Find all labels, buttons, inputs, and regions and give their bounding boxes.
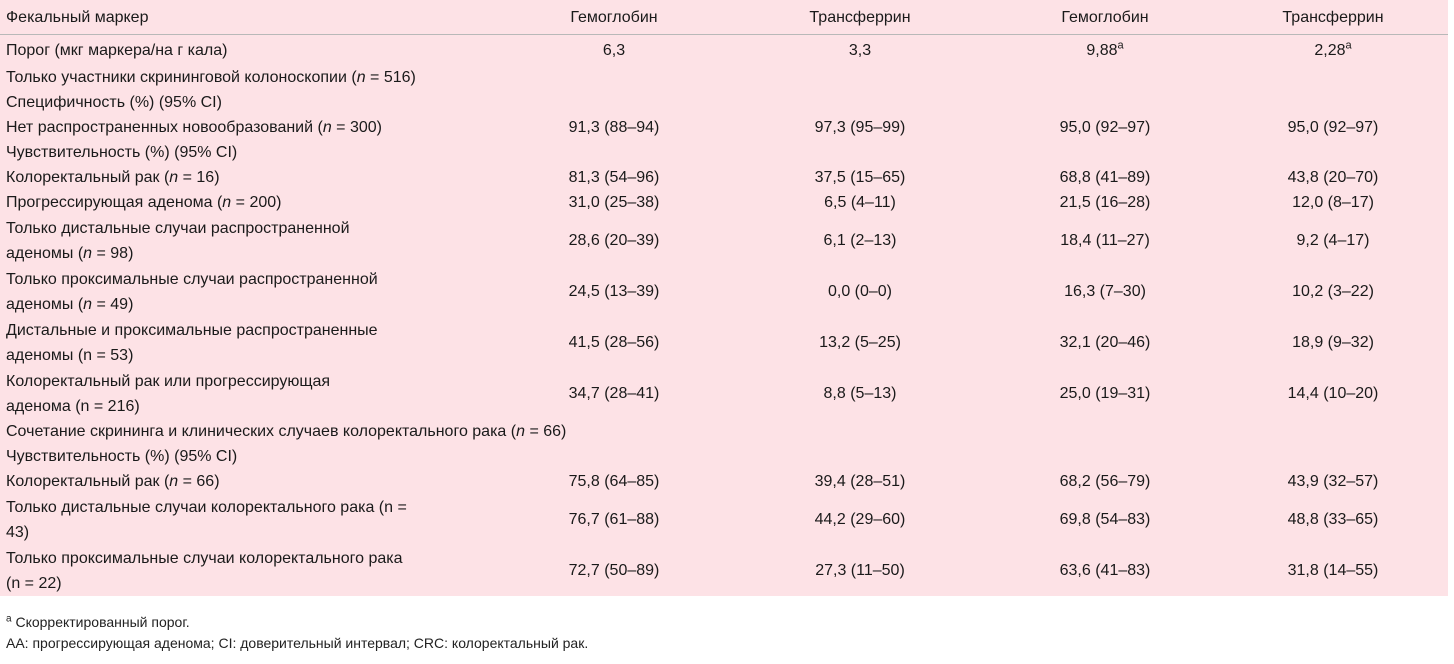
cell-value: 28,6 (20–39) [568, 232, 660, 249]
footnote-marker: a [1117, 39, 1124, 52]
subsection-title: Специфичность (%) (95% CI) [6, 94, 222, 111]
cell-value: 95,0 (92–97) [1287, 119, 1379, 136]
subsection-row: Специфичность (%) (95% CI) [0, 90, 1448, 115]
cell-value: 72,7 (50–89) [568, 562, 660, 579]
cell-value: 18,9 (9–32) [1292, 334, 1374, 351]
cell-value: 91,3 (88–94) [568, 119, 660, 136]
cell-value: 25,0 (19–31) [1059, 385, 1151, 402]
cell-value: 24,5 (13–39) [568, 283, 660, 300]
row-label: Колоректальный рак или прогрессирующая ад… [6, 372, 331, 415]
table-row: Колоректальный рак (n = 66) 75,8 (64–85)… [0, 469, 1448, 494]
header-hemoglobin-1: Гемоглобин [500, 0, 728, 35]
row-label: Только проксимальные случаи распростране… [6, 270, 378, 313]
row-label: Дистальные и проксимальные распространен… [6, 321, 378, 364]
header-hemoglobin-2: Гемоглобин [992, 0, 1218, 35]
cell-value: 6,5 (4–11) [824, 194, 896, 211]
table-row: Дистальные и проксимальные распространен… [0, 317, 1448, 368]
section-title: Сочетание скрининга и клинических случае… [6, 423, 567, 440]
subsection-title: Чувствительность (%) (95% CI) [6, 448, 238, 465]
cell-value: 16,3 (7–30) [1064, 283, 1146, 300]
cell-value: 97,3 (95–99) [814, 119, 906, 136]
table-row: Только дистальные случаи распространенно… [0, 215, 1448, 266]
cell-value: 76,7 (61–88) [568, 511, 660, 528]
cell-value: 48,8 (33–65) [1287, 511, 1379, 528]
cell-value: 43,9 (32–57) [1287, 473, 1379, 490]
cell-value: 8,8 (5–13) [823, 385, 897, 402]
row-label: Прогрессирующая аденома (n = 200) [6, 194, 282, 211]
cell-value: 37,5 (15–65) [814, 169, 906, 186]
header-transferrin-2: Трансферрин [1218, 0, 1448, 35]
header-transferrin-1: Трансферрин [728, 0, 992, 35]
subsection-row: Чувствительность (%) (95% CI) [0, 444, 1448, 469]
threshold-value: 6,3 [602, 41, 626, 59]
table-row: Только дистальные случаи колоректального… [0, 494, 1448, 545]
row-label: Только проксимальные случаи колоректальн… [6, 549, 403, 592]
footnote-adjusted-threshold: a Скорректированный порог. [6, 613, 190, 630]
row-label: Нет распространенных новообразований (n … [6, 119, 382, 136]
threshold-row: Порог (мкг маркера/на г кала) 6,3 3,3 9,… [0, 35, 1448, 66]
cell-value: 31,0 (25–38) [568, 194, 660, 211]
row-label: Только дистальные случаи распространенно… [6, 219, 350, 262]
cell-value: 14,4 (10–20) [1287, 385, 1379, 402]
row-label: Только дистальные случаи колоректального… [6, 498, 407, 541]
cell-value: 41,5 (28–56) [568, 334, 660, 351]
cell-value: 43,8 (20–70) [1287, 169, 1379, 186]
section-title: Только участники скрининговой колоноскоп… [6, 69, 416, 86]
cell-value: 18,4 (11–27) [1060, 232, 1150, 249]
table-row: Только проксимальные случаи колоректальн… [0, 545, 1448, 596]
header-row: Фекальный маркер Гемоглобин Трансферрин … [0, 0, 1448, 35]
cell-value: 75,8 (64–85) [568, 473, 660, 490]
data-table-container: Фекальный маркер Гемоглобин Трансферрин … [0, 0, 1448, 596]
cell-value: 63,6 (41–83) [1059, 562, 1151, 579]
cell-value: 12,0 (8–17) [1292, 194, 1374, 211]
cell-value: 95,0 (92–97) [1059, 119, 1151, 136]
cell-value: 10,2 (3–22) [1292, 283, 1374, 300]
footnote-marker: a [1345, 39, 1352, 52]
threshold-value: 2,28a [1314, 39, 1352, 59]
row-label: Колоректальный рак (n = 16) [6, 169, 220, 186]
cell-value: 13,2 (5–25) [819, 334, 901, 351]
cell-value: 44,2 (29–60) [814, 511, 906, 528]
table-row: Прогрессирующая аденома (n = 200) 31,0 (… [0, 190, 1448, 215]
table-footnotes: a Скорректированный порог. AA: прогресси… [6, 612, 588, 654]
threshold-label: Порог (мкг маркера/на г кала) [6, 41, 228, 59]
cell-value: 32,1 (20–46) [1059, 334, 1151, 351]
cell-value: 69,8 (54–83) [1059, 511, 1151, 528]
fecal-marker-table: Фекальный маркер Гемоглобин Трансферрин … [0, 0, 1448, 596]
section-row: Сочетание скрининга и клинических случае… [0, 419, 1448, 444]
cell-value: 6,1 (2–13) [823, 232, 897, 249]
table-row: Колоректальный рак или прогрессирующая ад… [0, 368, 1448, 419]
subsection-title: Чувствительность (%) (95% CI) [6, 144, 238, 161]
table-row: Нет распространенных новообразований (n … [0, 115, 1448, 140]
subsection-row: Чувствительность (%) (95% CI) [0, 140, 1448, 165]
cell-value: 68,8 (41–89) [1059, 169, 1151, 186]
table-row: Колоректальный рак (n = 16) 81,3 (54–96)… [0, 165, 1448, 190]
cell-value: 68,2 (56–79) [1059, 473, 1151, 490]
cell-value: 21,5 (16–28) [1059, 194, 1151, 211]
footnote-abbreviations: AA: прогрессирующая аденома; CI: доверит… [6, 635, 589, 651]
footnote-marker: a [6, 613, 12, 625]
threshold-value: 3,3 [848, 41, 872, 59]
header-fecal-marker: Фекальный маркер [0, 0, 500, 35]
cell-value: 31,8 (14–55) [1287, 562, 1379, 579]
section-row: Только участники скрининговой колоноскоп… [0, 65, 1448, 90]
row-label: Колоректальный рак (n = 66) [6, 473, 220, 490]
threshold-value: 9,88a [1086, 39, 1124, 59]
cell-value: 27,3 (11–50) [815, 562, 905, 579]
cell-value: 34,7 (28–41) [568, 385, 660, 402]
cell-value: 39,4 (28–51) [814, 473, 906, 490]
table-row: Только проксимальные случаи распростране… [0, 266, 1448, 317]
cell-value: 81,3 (54–96) [568, 169, 660, 186]
cell-value: 9,2 (4–17) [1296, 232, 1370, 249]
cell-value: 0,0 (0–0) [827, 283, 893, 300]
